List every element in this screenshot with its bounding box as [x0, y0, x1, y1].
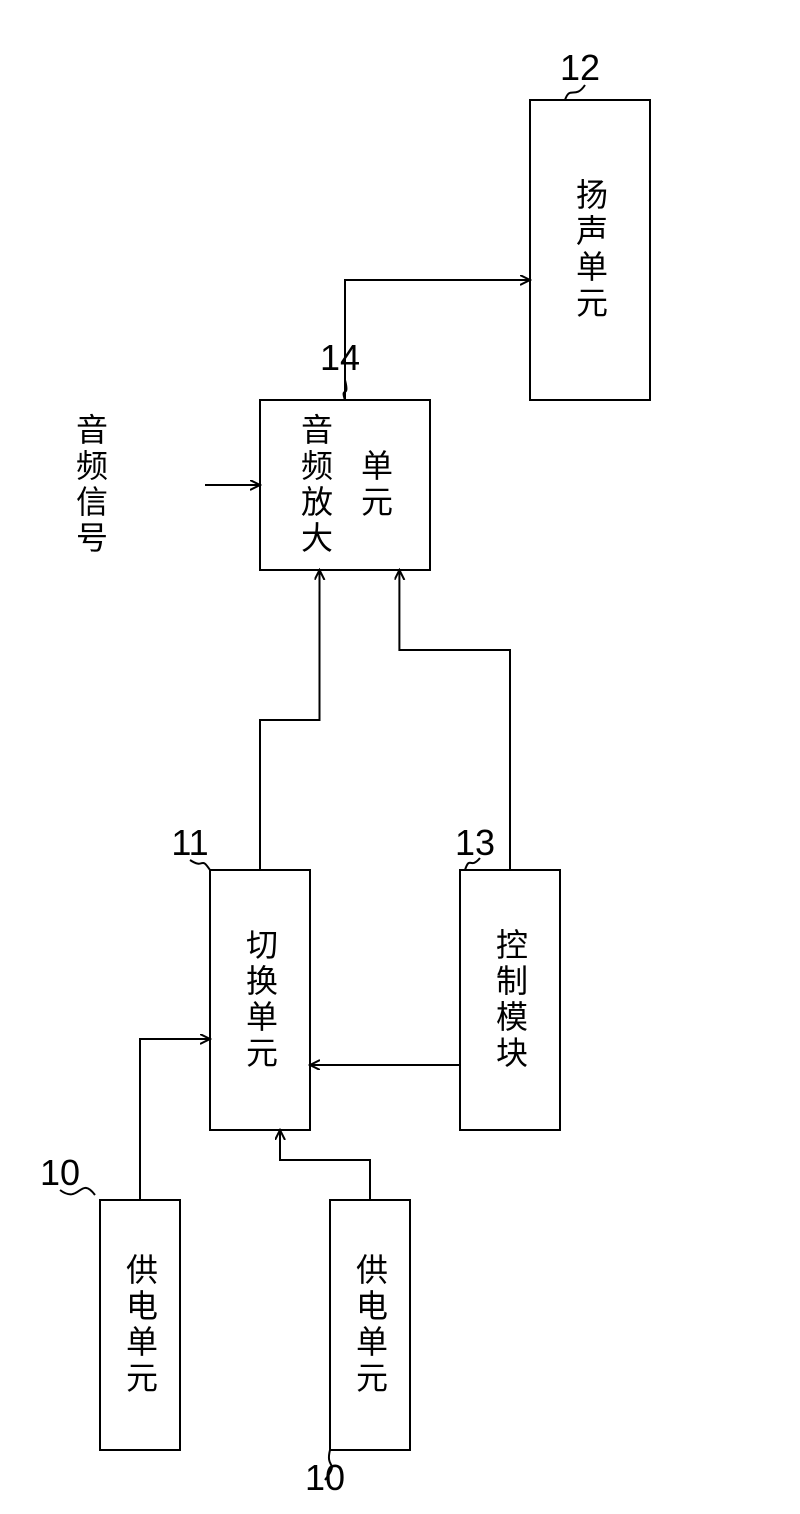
speaker-ref-number: 12 — [560, 47, 600, 88]
edge-power1-switch — [140, 1039, 210, 1200]
control-ref-number: 13 — [455, 822, 495, 863]
speaker-label: 扬声单元 — [572, 178, 608, 322]
edge-switch-amp — [260, 570, 320, 870]
power1-ref-number: 10 — [40, 1152, 80, 1193]
power2-label: 供电单元 — [352, 1253, 388, 1397]
edge-power2-switch — [280, 1130, 370, 1200]
control-label: 控制模块 — [492, 928, 528, 1072]
audio-input-label: 音频信号 — [72, 413, 108, 557]
amp-ref-number: 14 — [320, 337, 360, 378]
amp-box — [260, 400, 430, 570]
edge-amp-speaker — [345, 280, 530, 400]
power1-label: 供电单元 — [122, 1253, 158, 1397]
amp-label-line1: 音频放大 — [297, 413, 333, 557]
switch-label: 切换单元 — [242, 928, 278, 1072]
power2-ref-number: 10 — [305, 1457, 345, 1498]
switch-ref-number: 11 — [171, 822, 208, 863]
amp-label-line2: 单元 — [357, 449, 393, 521]
